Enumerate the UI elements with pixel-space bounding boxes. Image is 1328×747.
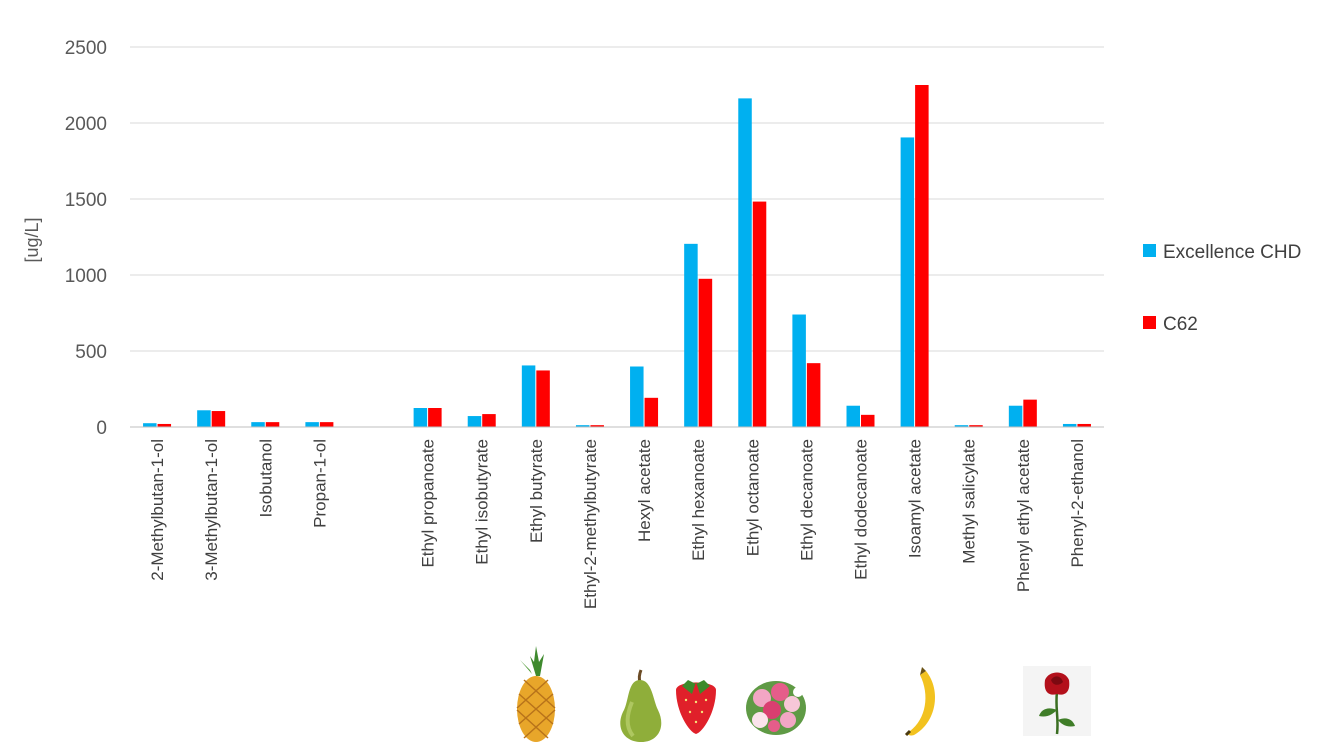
category-labels: 2-Methylbutan-1-ol 3-Methylbutan-1-ol Isob… [148,439,1087,609]
bar-excellence-chd [575,425,590,427]
y-tick-label: 1000 [65,266,107,287]
bar-excellence-chd [630,366,644,427]
y-tick-label: 500 [75,342,107,363]
y-axis-label: [ug/L] [22,217,42,262]
pear-icon [620,669,662,742]
rose-icon [1023,666,1091,736]
y-tick-label: 1500 [65,190,107,211]
bar-excellence-chd [846,405,860,427]
bar-c62 [915,85,929,427]
bar-c62 [428,408,442,427]
legend-label: Excellence CHD [1163,242,1301,263]
flower-bouquet-icon [746,681,806,735]
bar-excellence-chd [792,314,806,427]
bar-c62 [644,397,659,427]
bar-excellence-chd [900,137,915,427]
gridlines [130,46,1104,352]
bar-c62 [211,411,226,427]
banana-icon [904,667,936,737]
bar-excellence-chd [521,365,536,427]
bar-c62 [861,414,875,427]
category-label: Propan-1-ol [310,439,329,528]
bar-c62 [1077,423,1091,427]
category-label: Hexyl acetate [635,439,654,542]
bar-c62 [752,201,767,427]
bar-c62 [319,422,334,427]
legend-swatch [1143,244,1156,257]
legend-label: C62 [1163,314,1198,335]
bar-c62 [698,278,713,427]
bar-excellence-chd [1008,405,1023,427]
bar-excellence-chd [467,416,482,427]
category-label: Isobutanol [256,439,275,517]
category-label: 3-Methylbutan-1-ol [202,439,221,581]
legend-swatch [1143,316,1156,329]
bar-excellence-chd [954,425,969,427]
bar-c62 [806,363,821,427]
category-label: Ethyl hexanoate [689,439,708,561]
bar-c62 [969,425,983,427]
category-label: Methyl salicylate [960,439,979,564]
y-tick-label: 0 [96,418,107,439]
bar-excellence-chd [197,410,211,427]
bar-excellence-chd [305,422,319,427]
category-label: Ethyl butyrate [527,439,546,543]
bar-c62 [482,414,496,427]
bar-excellence-chd [251,422,265,427]
y-tick-label: 2500 [65,38,107,59]
bar-c62 [265,422,280,427]
bars [143,85,1091,427]
category-label: Ethyl decanoate [797,439,816,561]
bar-c62 [590,425,604,427]
category-label: Phenyl-2-ethanol [1068,439,1087,568]
bar-c62 [536,370,550,427]
category-label: Phenyl ethyl acetate [1014,439,1033,592]
bar-excellence-chd [413,408,428,427]
category-label: Ethyl isobutyrate [473,439,492,565]
category-label: Ethyl octanoate [743,439,762,556]
bar-c62 [157,423,172,427]
bar-excellence-chd [684,243,698,427]
category-label: Ethyl dodecanoate [852,439,871,580]
bar-excellence-chd [143,423,157,427]
bar-excellence-chd [1062,423,1077,427]
strawberry-icon [676,680,716,734]
y-axis-ticks: 0 500 1000 1500 2000 2500 [65,38,107,439]
bar-c62 [1023,399,1037,427]
bar-excellence-chd [738,98,752,427]
pineapple-icon [516,646,556,742]
category-label: Isoamyl acetate [906,439,925,558]
category-label: 2-Methylbutan-1-ol [148,439,167,581]
y-tick-label: 2000 [65,114,107,135]
category-label: Ethyl-2-methylbutyrate [581,439,600,609]
category-label: Ethyl propanoate [419,439,438,568]
legend: Excellence CHD C62 [1143,242,1301,335]
